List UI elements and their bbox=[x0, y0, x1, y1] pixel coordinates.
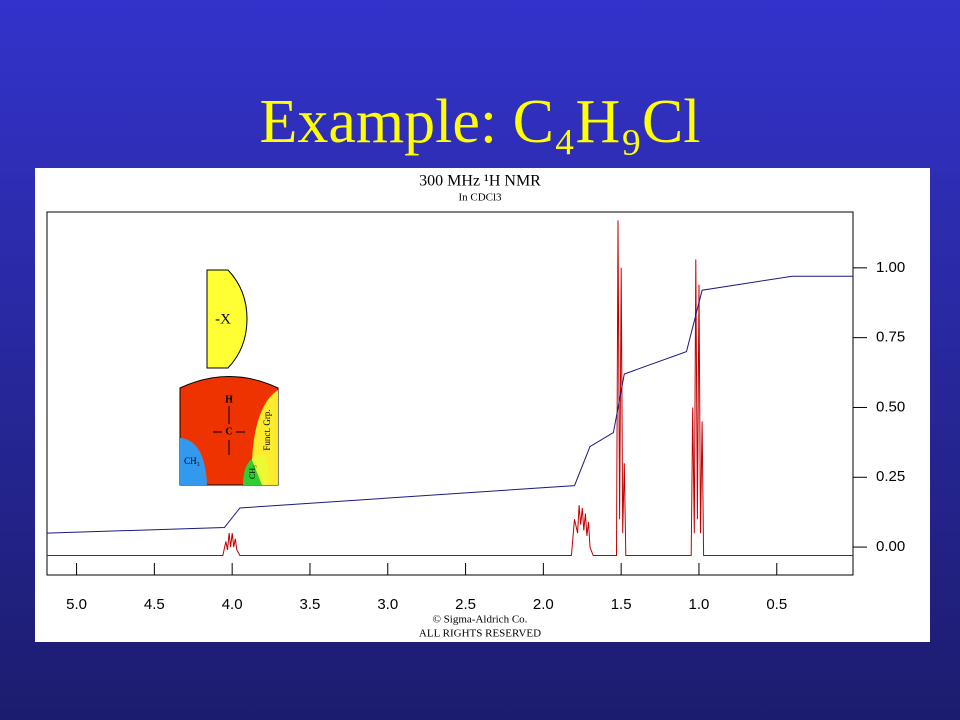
funct-region bbox=[252, 390, 278, 485]
x-tick-label: 2.5 bbox=[455, 596, 476, 613]
chart-subtitle: In CDCl3 bbox=[458, 192, 502, 204]
y-tick-label: 0.50 bbox=[876, 398, 905, 415]
inset: -X H C CH₃ CH₃ Funct. Grp. bbox=[179, 269, 279, 486]
x-tick-label: 5.0 bbox=[66, 596, 87, 613]
ch3-right-label: CH₃ bbox=[248, 465, 257, 479]
ch3-left-label: CH₃ bbox=[184, 456, 200, 466]
series-line bbox=[47, 220, 853, 556]
c-label: C bbox=[225, 426, 232, 437]
x-tick-label: 3.0 bbox=[377, 596, 398, 613]
x-tick-label: 3.5 bbox=[300, 596, 321, 613]
x-tick-label: 0.5 bbox=[766, 596, 787, 613]
ch3-left-region bbox=[180, 438, 207, 485]
y-tick-label: 0.75 bbox=[876, 329, 905, 346]
rights: ALL RIGHTS RESERVED bbox=[419, 628, 541, 640]
y-tick-label: 0.25 bbox=[876, 468, 905, 485]
x-tick-label: 4.0 bbox=[222, 596, 243, 613]
funct-label: Funct. Grp. bbox=[262, 409, 272, 450]
series-line bbox=[46, 275, 853, 534]
substituent-label: -X bbox=[215, 311, 231, 327]
slide-title: Example: C₄H₉Cl bbox=[259, 88, 700, 156]
h-label: H bbox=[225, 394, 233, 405]
x-tick-label: 1.5 bbox=[611, 596, 632, 613]
plot-frame bbox=[46, 211, 854, 576]
substituent-shape bbox=[206, 269, 248, 369]
copyright: © Sigma-Aldrich Co. bbox=[433, 614, 528, 626]
chart-title: 300 MHz ¹H NMR bbox=[419, 173, 541, 190]
y-tick-label: 0.00 bbox=[876, 538, 905, 555]
x-tick-label: 1.0 bbox=[689, 596, 710, 613]
x-tick-label: 2.0 bbox=[533, 596, 554, 613]
chart-panel bbox=[35, 168, 930, 642]
y-tick-label: 1.00 bbox=[876, 259, 905, 276]
x-tick-label: 4.5 bbox=[144, 596, 165, 613]
